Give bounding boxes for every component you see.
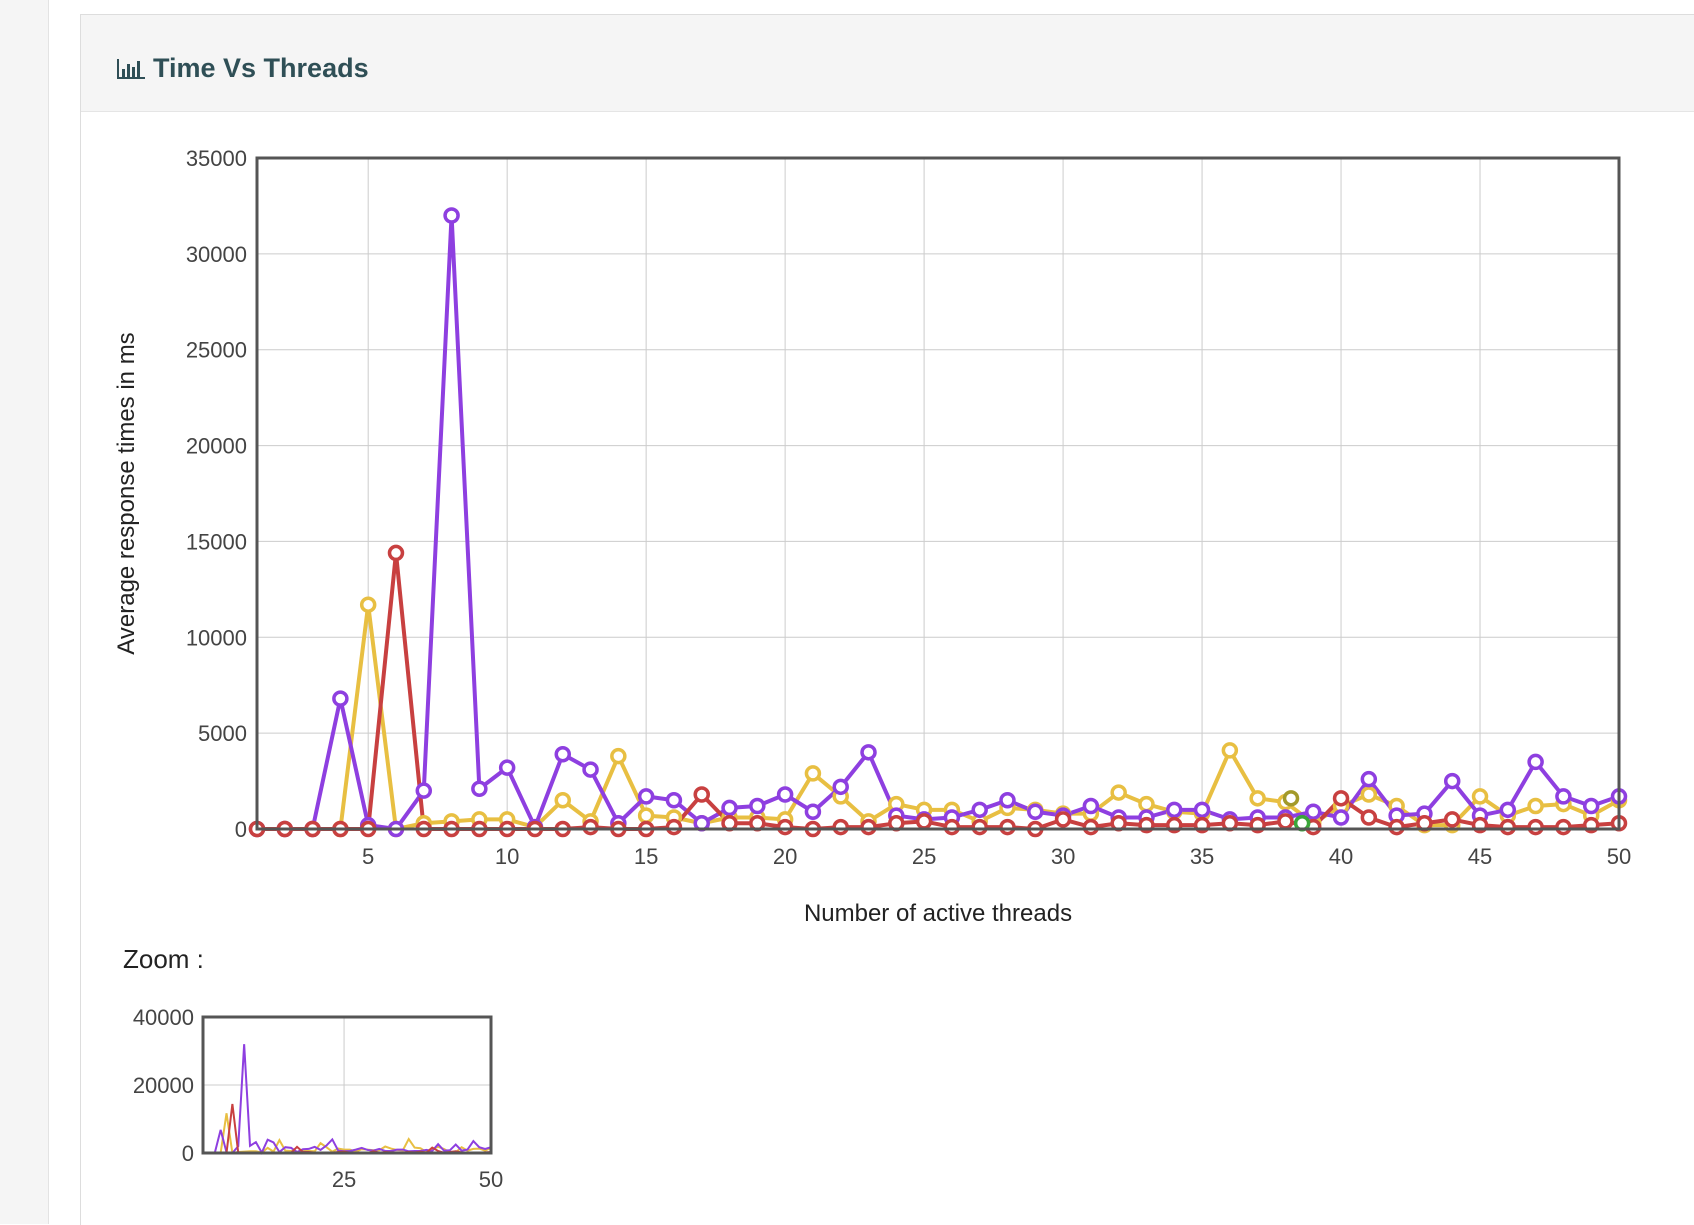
series-2-point	[1443, 811, 1461, 828]
series-1-point	[1499, 801, 1517, 819]
x-axis-label: Number of active threads	[804, 900, 1072, 927]
y-tick-label: 0	[235, 817, 247, 842]
series-0-point	[554, 791, 572, 809]
y-tick-label: 35000	[186, 146, 247, 171]
series-2-point	[582, 818, 599, 836]
series-2-line	[257, 550, 1620, 831]
bar-chart-icon	[117, 58, 145, 79]
series-2-point	[832, 818, 849, 836]
series-2-point	[1360, 809, 1378, 826]
series-1-point	[1443, 772, 1461, 790]
series-2-point	[1499, 818, 1517, 836]
series-2-point	[1277, 813, 1294, 830]
plot-frame	[255, 156, 1621, 831]
series-1-point	[1166, 801, 1183, 819]
series-1-point	[1027, 803, 1044, 820]
series-0-point	[804, 765, 822, 782]
series-1-point	[665, 791, 683, 809]
x-tick-label: 35	[1190, 844, 1214, 869]
series-1-point	[1332, 809, 1350, 826]
series-1-point	[1582, 797, 1600, 815]
x-tick-label: 50	[1607, 844, 1631, 869]
series-0-point	[1249, 790, 1266, 807]
series-2-point	[915, 813, 933, 830]
panel-title-text: Time Vs Threads	[153, 53, 369, 83]
series-2-point	[1527, 818, 1544, 836]
y-tick-label: 5000	[198, 721, 247, 746]
series-1-point	[1082, 797, 1100, 815]
series-2-point	[1054, 811, 1072, 828]
zoom-label: Zoom :	[123, 944, 204, 974]
series-1-point	[860, 744, 877, 761]
series-2-point	[776, 818, 794, 836]
series-2-point	[665, 818, 683, 836]
series-1-point	[999, 791, 1016, 809]
series-2-point	[943, 818, 961, 836]
series-2-point	[1082, 818, 1100, 836]
y-tick-label: 10000	[186, 625, 247, 650]
series-1-point	[637, 788, 655, 805]
series-0-point	[637, 807, 655, 824]
series-1-point	[1193, 801, 1211, 819]
x-tick-label: 20	[773, 844, 797, 869]
y-tick-label: 15000	[186, 529, 247, 554]
series-1-point	[1555, 788, 1572, 805]
series-1-point	[332, 690, 349, 707]
y-tick-label: 25000	[186, 338, 247, 363]
series-2-point	[999, 818, 1016, 836]
series-0-point	[359, 596, 377, 613]
panel-heading: Time Vs Threads	[81, 15, 1694, 112]
series-1-point	[832, 778, 849, 796]
series-1-point	[776, 786, 794, 803]
x-tick-label: 45	[1468, 844, 1492, 869]
y-tick-label: 20000	[186, 434, 247, 459]
series-0-point	[1110, 784, 1127, 801]
x-tick-label: 25	[912, 844, 936, 869]
series-0-point	[1221, 742, 1239, 759]
y-tick-label: 30000	[186, 242, 247, 267]
series-1-point	[721, 799, 738, 817]
series-1-point	[1527, 753, 1544, 771]
series-2-point	[387, 544, 405, 562]
series-0-point	[1527, 797, 1544, 815]
series-0-point	[610, 747, 627, 765]
series-0-point	[1471, 788, 1489, 805]
series-2-point	[1555, 818, 1572, 836]
series-1-point	[1360, 770, 1378, 788]
x-tick-label: 15	[634, 844, 658, 869]
series-1-point	[415, 782, 433, 799]
series-1-point	[971, 801, 988, 819]
x-tick-label: 30	[1051, 844, 1075, 869]
x-tick-label: 40	[1329, 844, 1353, 869]
series-1-line	[257, 213, 1620, 831]
series-2-point	[971, 818, 988, 836]
series-1-point	[749, 797, 766, 815]
side-gutter	[0, 0, 49, 1224]
y-axis-label: Average response times in ms	[113, 332, 140, 654]
series-1-point	[554, 745, 572, 763]
series-0-point	[1360, 786, 1378, 803]
series-0-point	[1138, 795, 1155, 813]
series-1-point	[804, 803, 822, 820]
series-2-point	[1388, 818, 1405, 836]
series-1-point	[471, 780, 488, 797]
series-2-point	[860, 818, 877, 836]
series-3-point	[1282, 790, 1300, 807]
series-1-point	[582, 761, 599, 778]
panel-title: Time Vs Threads	[115, 53, 369, 84]
x-tick-label: 5	[362, 844, 374, 869]
series-1-point	[443, 207, 460, 224]
series-1-point	[498, 759, 516, 776]
series-2-point	[1332, 790, 1350, 807]
x-tick-label: 10	[495, 844, 519, 869]
series-2-point	[693, 786, 710, 803]
series-1-point	[1304, 803, 1322, 820]
main-chart[interactable]: 0 5000 10000 15000 20000 25000 30000 35000 5 10 15…	[0, 0, 1694, 940]
series-0-line	[257, 602, 1620, 831]
